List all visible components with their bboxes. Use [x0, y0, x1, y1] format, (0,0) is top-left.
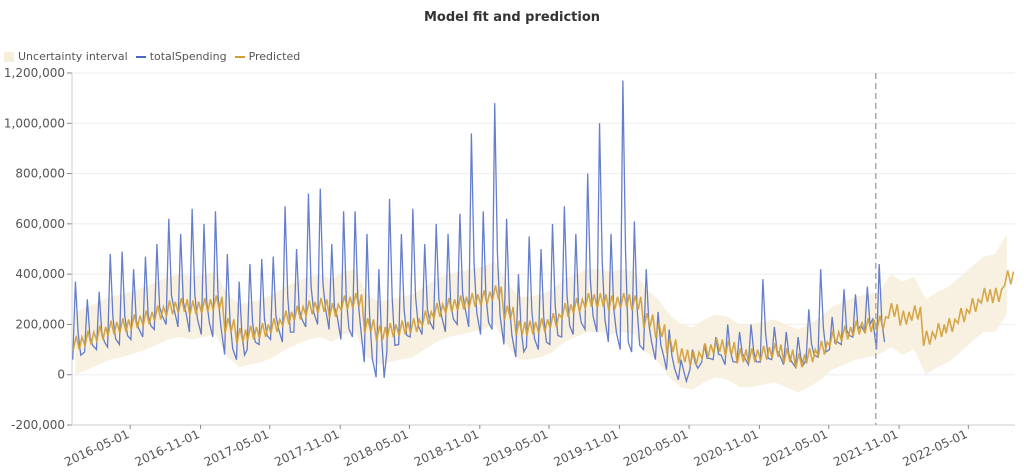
x-tick-label: 2017-05-01	[202, 427, 271, 469]
x-tick-label: 2020-05-01	[621, 427, 690, 469]
predicted-swatch	[234, 55, 245, 58]
x-tick-label: 2020-11-01	[692, 427, 761, 469]
x-tick-label: 2016-11-01	[133, 427, 202, 469]
y-tick-label: 200,000	[15, 317, 65, 331]
x-tick-label: 2018-11-01	[412, 427, 481, 469]
y-tick-label: 1,000,000	[4, 116, 65, 130]
x-tick-label: 2016-05-01	[62, 427, 131, 469]
legend-label: totalSpending	[149, 50, 227, 63]
y-tick-label: 1,200,000	[4, 66, 65, 80]
x-tick-label: 2018-05-01	[342, 427, 411, 469]
legend-item-predicted[interactable]: Predicted	[234, 50, 301, 63]
uncertainty-band	[75, 233, 1007, 393]
y-tick-label: -200,000	[11, 418, 65, 432]
totalspending-swatch	[135, 55, 146, 58]
x-tick-label: 2022-05-01	[900, 427, 969, 469]
y-tick-label: 0	[57, 368, 65, 382]
x-tick-label: 2021-11-01	[831, 427, 900, 469]
legend-item-interval[interactable]: Uncertainty interval	[4, 50, 128, 63]
legend: Uncertainty interval totalSpending Predi…	[4, 50, 300, 63]
y-tick-label: 400,000	[15, 267, 65, 281]
legend-label: Uncertainty interval	[18, 50, 128, 63]
y-tick-label: 600,000	[15, 217, 65, 231]
chart-title: Model fit and prediction	[423, 10, 601, 25]
x-tick-label: 2019-11-01	[552, 427, 621, 469]
predicted-line	[72, 270, 1015, 369]
x-tick-label: 2021-05-01	[761, 427, 830, 469]
legend-item-totalspending[interactable]: totalSpending	[135, 50, 227, 63]
x-tick-label: 2017-11-01	[272, 427, 341, 469]
interval-swatch	[4, 51, 14, 62]
x-tick-label: 2019-05-01	[481, 427, 550, 469]
y-tick-label: 800,000	[15, 167, 65, 181]
legend-label: Predicted	[248, 50, 301, 63]
